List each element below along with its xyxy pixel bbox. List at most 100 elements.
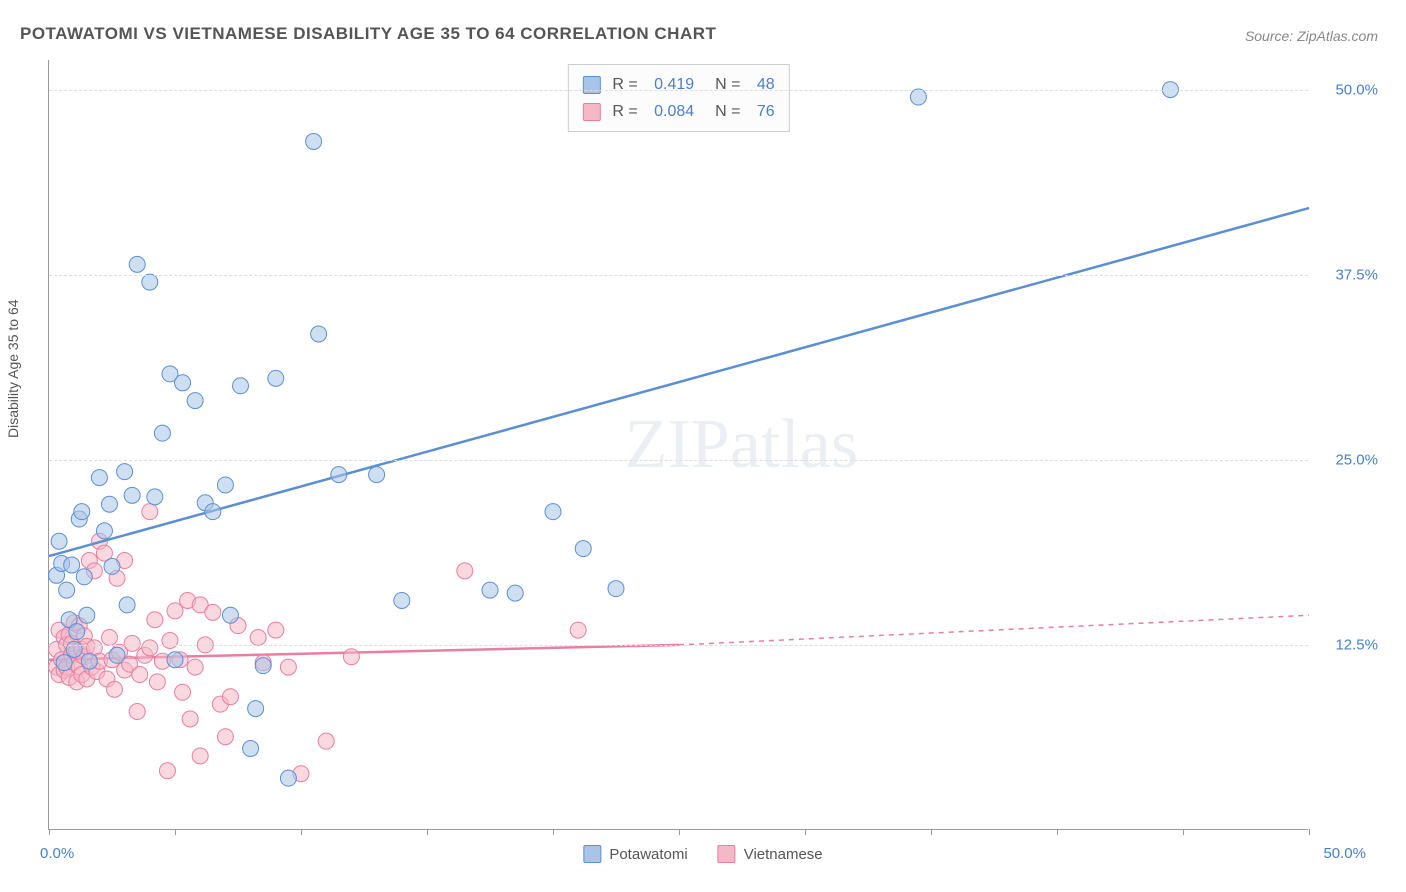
stat-row: R = 0.084 N = 76	[582, 98, 774, 125]
scatter-point	[457, 563, 473, 579]
x-axis-min-label: 0.0%	[40, 845, 74, 862]
scatter-point	[79, 607, 95, 623]
x-tick	[805, 829, 806, 835]
scatter-point	[59, 582, 75, 598]
scatter-point	[104, 558, 120, 574]
scatter-point	[369, 467, 385, 483]
regression-line-dashed	[679, 615, 1309, 645]
x-tick	[679, 829, 680, 835]
scatter-point	[910, 89, 926, 105]
stat-row: R = 0.419 N = 48	[582, 71, 774, 98]
scatter-point	[51, 533, 67, 549]
correlation-stats-box: R = 0.419 N = 48R = 0.084 N = 76	[567, 64, 789, 132]
stat-r-label: R =	[612, 71, 642, 98]
legend-item: Vietnamese	[718, 845, 823, 863]
scatter-point	[96, 523, 112, 539]
scatter-point	[182, 711, 198, 727]
scatter-point	[142, 640, 158, 656]
x-tick	[1057, 829, 1058, 835]
scatter-point	[142, 274, 158, 290]
scatter-point	[268, 622, 284, 638]
scatter-point	[147, 489, 163, 505]
scatter-point	[268, 370, 284, 386]
scatter-point	[280, 659, 296, 675]
scatter-point	[76, 569, 92, 585]
scatter-point	[205, 504, 221, 520]
x-tick	[49, 829, 50, 835]
scatter-point	[250, 630, 266, 646]
chart-container: POTAWATOMI VS VIETNAMESE DISABILITY AGE …	[0, 0, 1406, 892]
series-swatch	[582, 76, 600, 94]
stat-n-value: 76	[757, 98, 775, 125]
scatter-point	[343, 649, 359, 665]
scatter-point	[66, 641, 82, 657]
scatter-point	[101, 496, 117, 512]
gridline-h	[49, 645, 1308, 646]
scatter-point	[608, 581, 624, 597]
plot-area: ZIPatlas R = 0.419 N = 48R = 0.084 N = 7…	[48, 60, 1308, 830]
scatter-point	[81, 653, 97, 669]
scatter-point	[192, 748, 208, 764]
scatter-point	[64, 557, 80, 573]
x-tick	[553, 829, 554, 835]
scatter-point	[124, 487, 140, 503]
scatter-point	[129, 256, 145, 272]
x-tick	[301, 829, 302, 835]
scatter-point	[205, 604, 221, 620]
x-tick	[1183, 829, 1184, 835]
scatter-point	[255, 658, 271, 674]
series-swatch	[582, 103, 600, 121]
legend-label: Vietnamese	[744, 846, 823, 863]
stat-n-label: N =	[706, 71, 745, 98]
scatter-point	[132, 667, 148, 683]
scatter-point	[233, 378, 249, 394]
scatter-point	[318, 733, 334, 749]
scatter-point	[175, 684, 191, 700]
y-tick-label: 37.5%	[1335, 266, 1378, 283]
x-axis-max-label: 50.0%	[1323, 845, 1366, 862]
y-axis-title: Disability Age 35 to 64	[5, 299, 21, 438]
legend: Potawatomi Vietnamese	[583, 845, 822, 863]
scatter-plot-svg	[49, 60, 1308, 829]
scatter-point	[507, 585, 523, 601]
y-tick-label: 25.0%	[1335, 451, 1378, 468]
scatter-point	[167, 652, 183, 668]
gridline-h	[49, 275, 1308, 276]
scatter-point	[129, 704, 145, 720]
scatter-point	[109, 647, 125, 663]
scatter-point	[217, 477, 233, 493]
scatter-point	[159, 763, 175, 779]
stat-n-label: N =	[706, 98, 745, 125]
gridline-h	[49, 460, 1308, 461]
legend-swatch	[583, 845, 601, 863]
scatter-point	[119, 597, 135, 613]
scatter-point	[107, 681, 123, 697]
source-attribution: Source: ZipAtlas.com	[1245, 28, 1378, 44]
scatter-point	[147, 612, 163, 628]
chart-title: POTAWATOMI VS VIETNAMESE DISABILITY AGE …	[20, 24, 716, 44]
scatter-point	[117, 464, 133, 480]
stat-r-label: R =	[612, 98, 642, 125]
scatter-point	[154, 425, 170, 441]
scatter-point	[69, 624, 85, 640]
scatter-point	[187, 659, 203, 675]
scatter-point	[280, 770, 296, 786]
scatter-point	[222, 689, 238, 705]
scatter-point	[56, 655, 72, 671]
legend-item: Potawatomi	[583, 845, 687, 863]
stat-n-value: 48	[757, 71, 775, 98]
x-tick	[427, 829, 428, 835]
scatter-point	[243, 741, 259, 757]
x-tick	[175, 829, 176, 835]
scatter-point	[482, 582, 498, 598]
scatter-point	[149, 674, 165, 690]
scatter-point	[545, 504, 561, 520]
scatter-point	[187, 393, 203, 409]
scatter-point	[575, 541, 591, 557]
stat-r-value: 0.419	[654, 71, 694, 98]
scatter-point	[331, 467, 347, 483]
scatter-point	[248, 701, 264, 717]
legend-label: Potawatomi	[609, 846, 687, 863]
gridline-h	[49, 90, 1308, 91]
scatter-point	[101, 630, 117, 646]
